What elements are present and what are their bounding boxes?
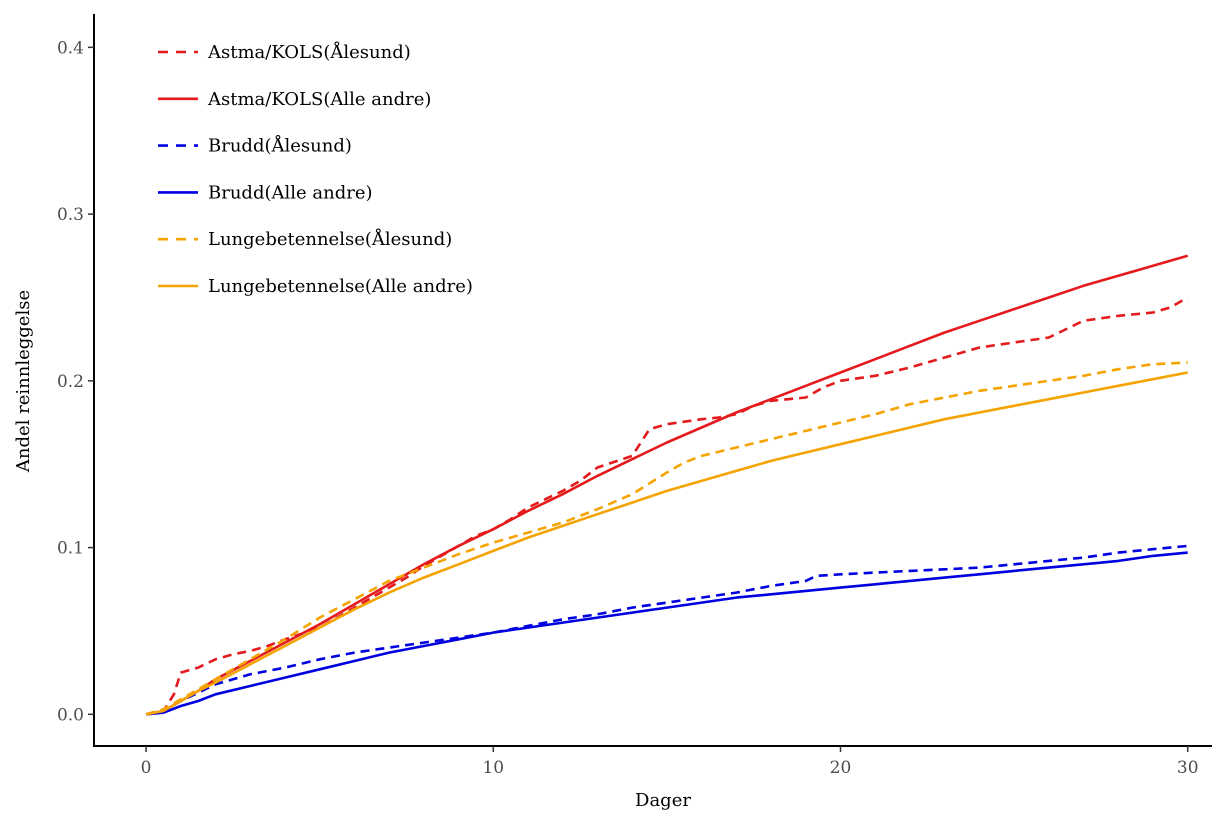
series-line-3 <box>145 551 1188 716</box>
legend-label-4: Lungebetennelse(Ålesund) <box>208 228 452 250</box>
legend-label-5: Lungebetennelse(Alle andre) <box>208 276 473 297</box>
y-axis-title: Andel reinnleggelse <box>13 290 34 473</box>
x-ticks: 0 10 20 30 <box>141 746 1199 778</box>
x-tick-label: 10 <box>482 758 504 778</box>
axes: 0.0 0.1 0.2 0.3 0.4 0 10 20 30 Dager Andel rein… <box>13 14 1212 811</box>
legend-label-0: Astma/KOLS(Ålesund) <box>207 41 411 63</box>
x-tick-label: 0 <box>141 758 152 778</box>
series-line-2 <box>145 544 1188 716</box>
y-ticks: 0.0 0.1 0.2 0.3 0.4 <box>57 38 94 725</box>
plot-lines <box>145 254 1189 716</box>
y-tick-label: 0.4 <box>57 38 84 58</box>
y-tick-label: 0.2 <box>57 372 84 392</box>
series-line-4 <box>145 361 1188 716</box>
legend-label-2: Brudd(Ålesund) <box>208 135 352 157</box>
series-line-1 <box>145 254 1189 716</box>
y-tick-label: 0.3 <box>57 205 84 225</box>
y-tick-label: 0.0 <box>57 705 84 725</box>
series-line-0 <box>145 296 1189 716</box>
legend-label-3: Brudd(Alle andre) <box>208 182 373 203</box>
x-tick-label: 30 <box>1177 758 1199 778</box>
x-axis-title: Dager <box>635 790 691 811</box>
legend-label-1: Astma/KOLS(Alle andre) <box>207 89 431 110</box>
series-line-5 <box>145 371 1188 716</box>
x-tick-label: 20 <box>830 758 852 778</box>
legend: Astma/KOLS(Ålesund) Astma/KOLS(Alle andre… <box>158 41 473 297</box>
y-tick-label: 0.1 <box>57 539 84 559</box>
